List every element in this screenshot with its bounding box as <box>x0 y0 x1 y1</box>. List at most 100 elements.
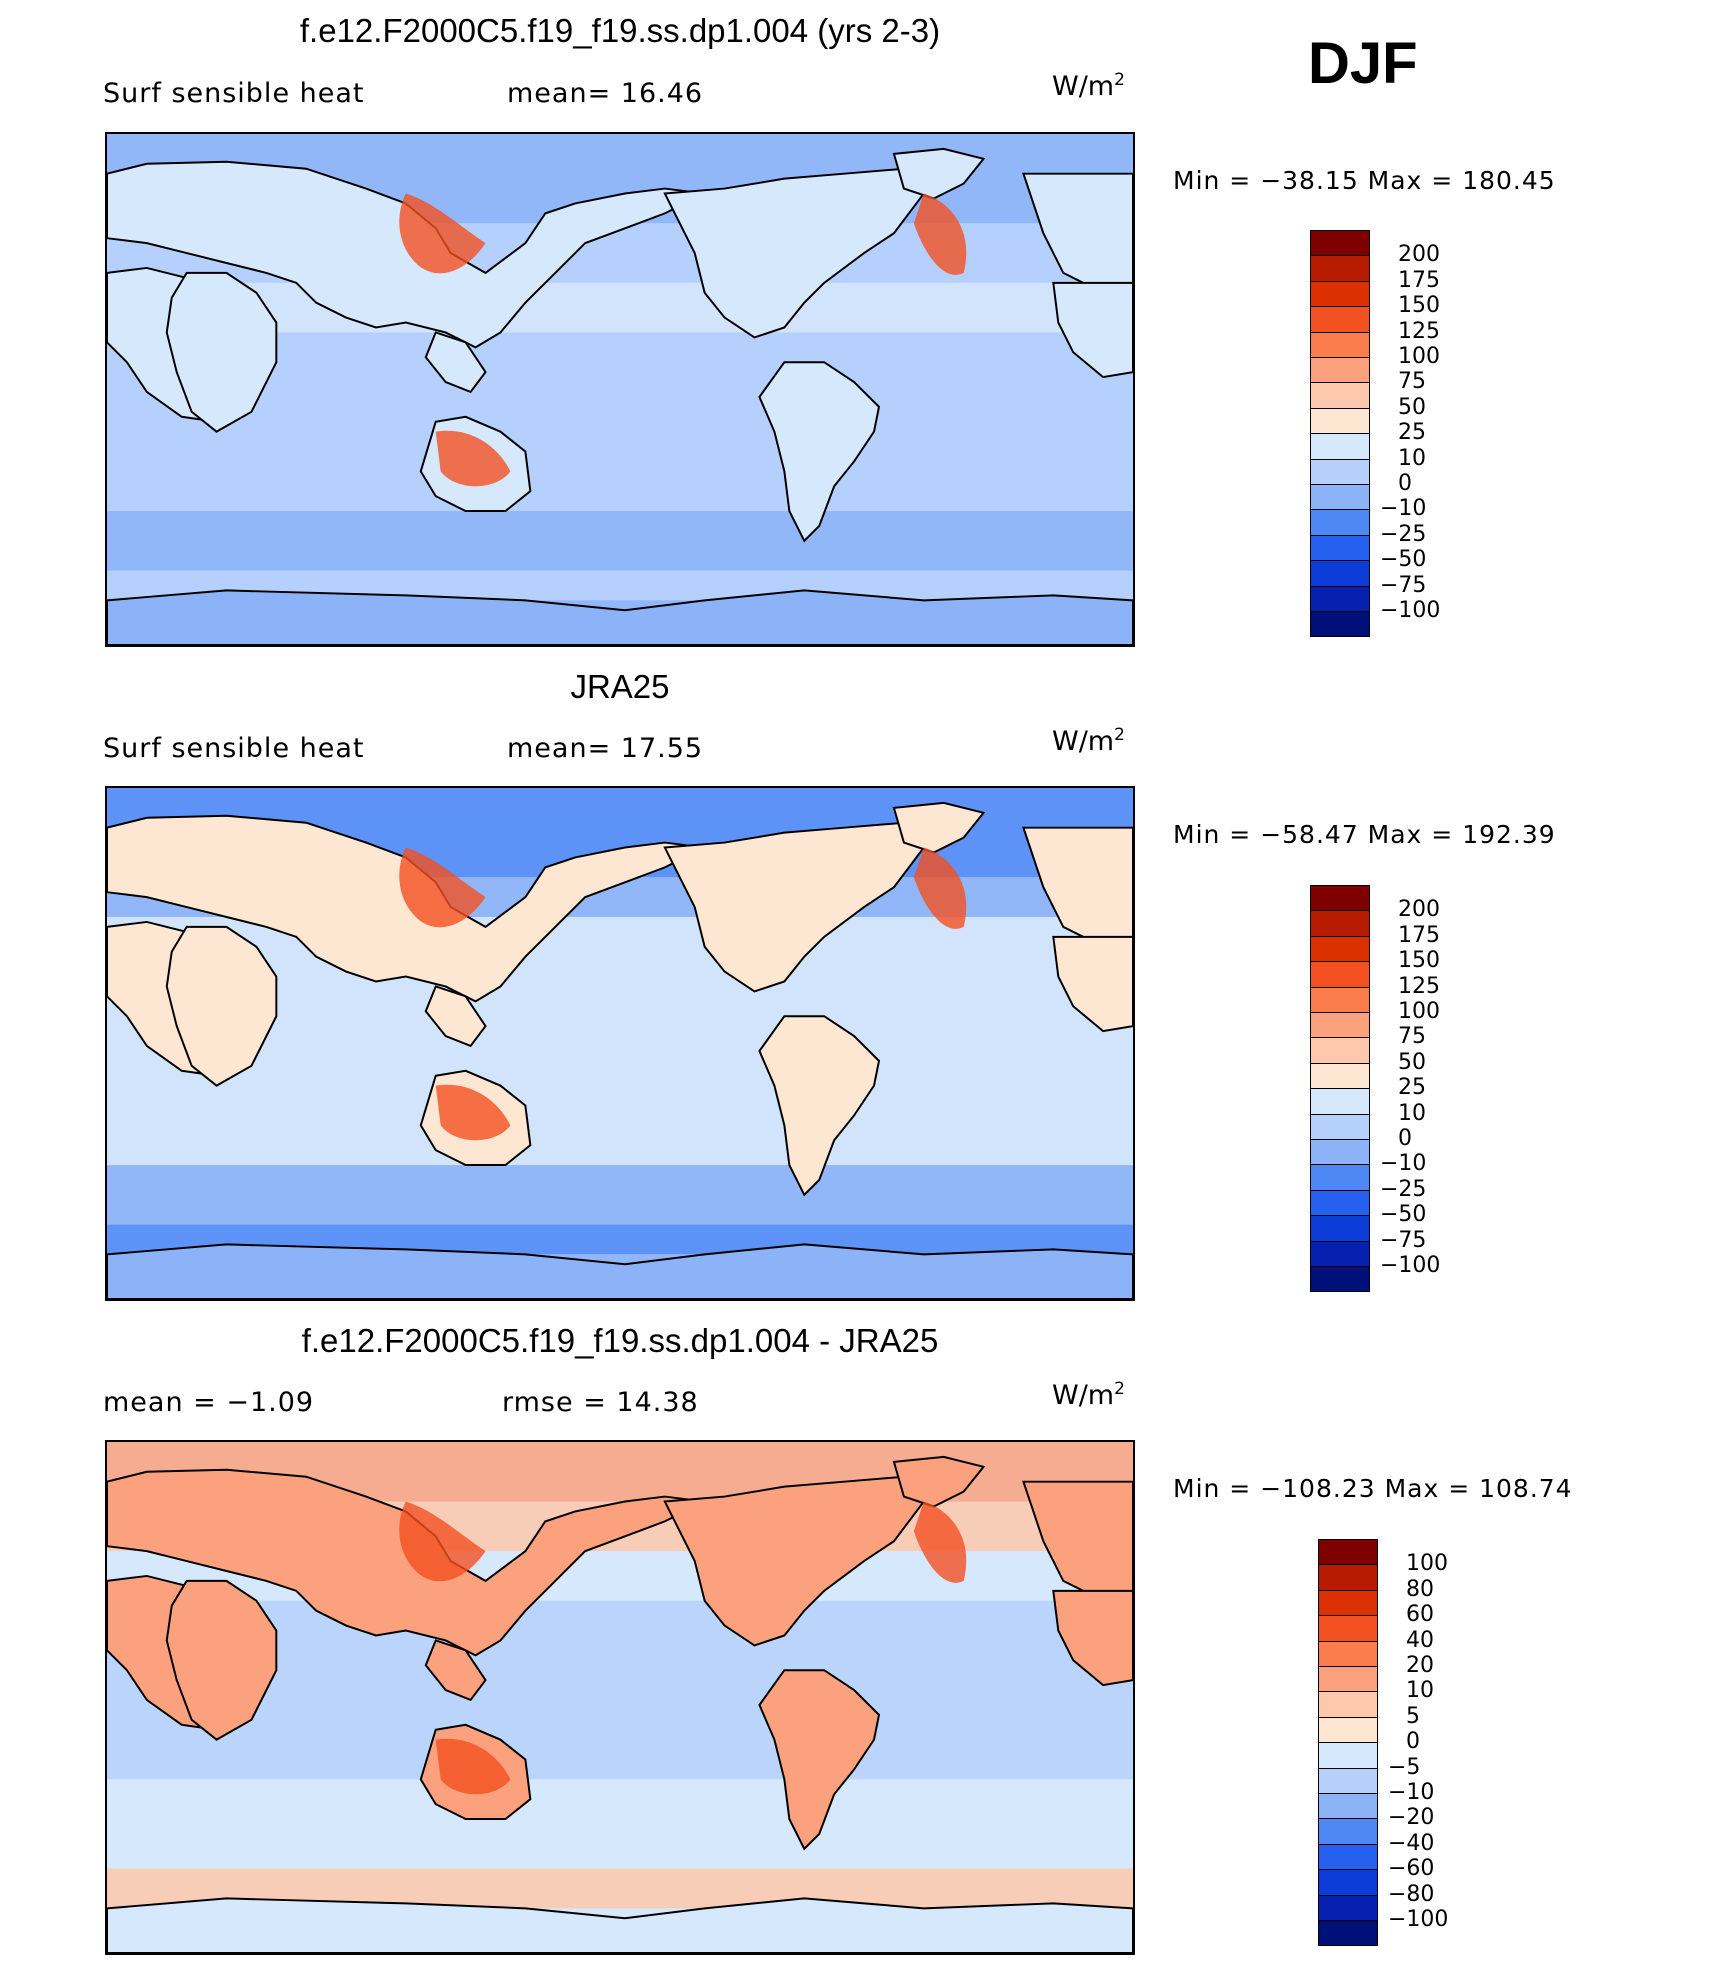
colorbar-tick-label: 175 <box>1398 267 1440 293</box>
colorbar-swatch <box>1310 509 1370 536</box>
colorbar-swatch <box>1318 1716 1378 1744</box>
map-field-svg <box>107 1442 1133 1953</box>
colorbar-tick-label: 200 <box>1398 242 1440 268</box>
colorbar-tick-label: 0 <box>1398 471 1412 496</box>
colorbar-tick-label: 60 <box>1406 1602 1434 1628</box>
colorbar-swatch <box>1310 433 1370 460</box>
colorbar-swatch <box>1310 935 1370 963</box>
panel-1-units: W/m2 <box>1052 70 1125 102</box>
panel-1-map <box>105 132 1135 647</box>
panel-3-mean-label: mean = −1.09 <box>103 1387 315 1418</box>
colorbar-swatch <box>1310 885 1370 912</box>
colorbar-tick-label: 25 <box>1398 420 1426 446</box>
colorbar-swatch <box>1310 382 1370 409</box>
colorbar-tick-label: 200 <box>1398 897 1440 923</box>
colorbar-swatch <box>1310 230 1370 257</box>
colorbar-tick-label: 10 <box>1398 1100 1426 1126</box>
colorbar-tick-label: 0 <box>1406 1729 1420 1755</box>
colorbar-swatch <box>1310 1189 1370 1217</box>
colorbar-tick-label: −20 <box>1388 1805 1435 1831</box>
season-label: DJF <box>1308 31 1418 96</box>
colorbar-tick-label: 125 <box>1398 318 1440 344</box>
panel-2-mean-label: mean= 17.55 <box>507 733 704 764</box>
colorbar-swatch <box>1318 1818 1378 1845</box>
colorbar-tick-label: 125 <box>1398 973 1440 999</box>
colorbar-swatch <box>1318 1920 1378 1947</box>
colorbar-tick-label: −80 <box>1388 1881 1435 1907</box>
colorbar-swatch <box>1310 1240 1370 1267</box>
colorbar-swatch <box>1310 611 1370 638</box>
colorbar-tick-label: −75 <box>1380 572 1427 598</box>
colorbar-swatch <box>1310 560 1370 587</box>
colorbar-tick-label: −75 <box>1380 1227 1427 1253</box>
colorbar-swatch <box>1310 986 1370 1013</box>
colorbar-swatch <box>1310 407 1370 435</box>
panel-1-min-max: Min = −38.15 Max = 180.45 <box>1173 166 1556 195</box>
colorbar-tick-label: −40 <box>1388 1830 1435 1856</box>
colorbar-tick-label: −100 <box>1388 1907 1449 1932</box>
panel-3-units: W/m2 <box>1052 1379 1125 1411</box>
colorbar-swatch <box>1318 1564 1378 1591</box>
panel-2-min-max: Min = −58.47 Max = 192.39 <box>1173 820 1556 849</box>
colorbar-tick-label: −10 <box>1388 1780 1435 1805</box>
panel-3-rmse-label: rmse = 14.38 <box>502 1387 699 1418</box>
colorbar-tick-label: 50 <box>1398 1049 1426 1075</box>
colorbar-swatch <box>1318 1539 1378 1566</box>
colorbar-tick-label: 80 <box>1406 1576 1434 1602</box>
panel-2-title: JRA25 <box>570 668 670 705</box>
colorbar-tick-label: 150 <box>1398 948 1440 974</box>
colorbar-swatch <box>1310 484 1370 511</box>
colorbar-tick-label: 25 <box>1398 1075 1426 1101</box>
colorbar-tick-label: 0 <box>1398 1126 1412 1151</box>
colorbar-swatch <box>1310 306 1370 333</box>
colorbar-tick-label: 75 <box>1398 1024 1426 1050</box>
colorbar-swatch <box>1318 1640 1378 1667</box>
panel-2-variable-label: Surf sensible heat <box>103 733 365 764</box>
colorbar-swatch <box>1310 1266 1370 1293</box>
colorbar-tick-label: −60 <box>1388 1856 1435 1882</box>
colorbar-swatch <box>1310 910 1370 937</box>
colorbar-swatch <box>1318 1767 1378 1794</box>
colorbar-tick-label: 20 <box>1406 1653 1434 1678</box>
colorbar-tick-label: 10 <box>1406 1678 1434 1704</box>
colorbar-tick-label: −100 <box>1380 1253 1441 1278</box>
colorbar-tick-label: 75 <box>1398 369 1426 395</box>
panel-1-variable-label: Surf sensible heat <box>103 78 365 109</box>
colorbar-tick-label: 100 <box>1398 999 1440 1024</box>
colorbar-tick-label: −10 <box>1380 1151 1427 1177</box>
panel-2-colorbar: 200 175 150 125 100 75 50 25 10 0 −10 −25 −50 −75 −100 <box>1310 885 1510 1293</box>
colorbar-tick-label: −25 <box>1380 1176 1427 1202</box>
colorbar-swatch <box>1310 585 1370 612</box>
panel-1-colorbar: 200 175 150 125 100 75 50 25 10 0 −10 −25 −50 −75 −100 <box>1310 230 1510 638</box>
colorbar-swatch <box>1310 255 1370 282</box>
colorbar-tick-label: −5 <box>1388 1754 1421 1780</box>
colorbar-swatch <box>1310 1012 1370 1039</box>
colorbar-tick-label: 100 <box>1398 344 1440 369</box>
panel-2-units: W/m2 <box>1052 725 1125 757</box>
colorbar-tick-label: 5 <box>1406 1703 1420 1729</box>
colorbar-swatch <box>1310 1139 1370 1166</box>
colorbar-swatch <box>1310 1113 1370 1140</box>
colorbar-tick-label: 100 <box>1406 1551 1448 1577</box>
colorbar-swatch <box>1310 331 1370 358</box>
colorbar-tick-label: 50 <box>1398 394 1426 420</box>
colorbar-swatch <box>1310 534 1370 562</box>
colorbar-tick-label: −100 <box>1380 598 1441 623</box>
colorbar-swatch <box>1310 1037 1370 1064</box>
colorbar-swatch <box>1318 1666 1378 1693</box>
colorbar-swatch <box>1310 1062 1370 1090</box>
panel-1-mean-label: mean= 16.46 <box>507 78 704 109</box>
panel-3-title: f.e12.F2000C5.f19_f19.ss.dp1.004 - JRA25 <box>301 1322 939 1359</box>
panel-3-min-max: Min = −108.23 Max = 108.74 <box>1173 1474 1573 1503</box>
colorbar-swatch <box>1318 1793 1378 1820</box>
colorbar-swatch <box>1318 1843 1378 1871</box>
colorbar-tick-label: −10 <box>1380 496 1427 522</box>
colorbar-tick-label: 40 <box>1406 1627 1434 1653</box>
colorbar-tick-label: −50 <box>1380 547 1427 573</box>
colorbar-swatch <box>1318 1742 1378 1769</box>
colorbar-tick-label: 150 <box>1398 293 1440 319</box>
colorbar-swatch <box>1310 357 1370 384</box>
colorbar-swatch <box>1318 1589 1378 1617</box>
colorbar-swatch <box>1310 280 1370 308</box>
panel-2-map <box>105 786 1135 1301</box>
